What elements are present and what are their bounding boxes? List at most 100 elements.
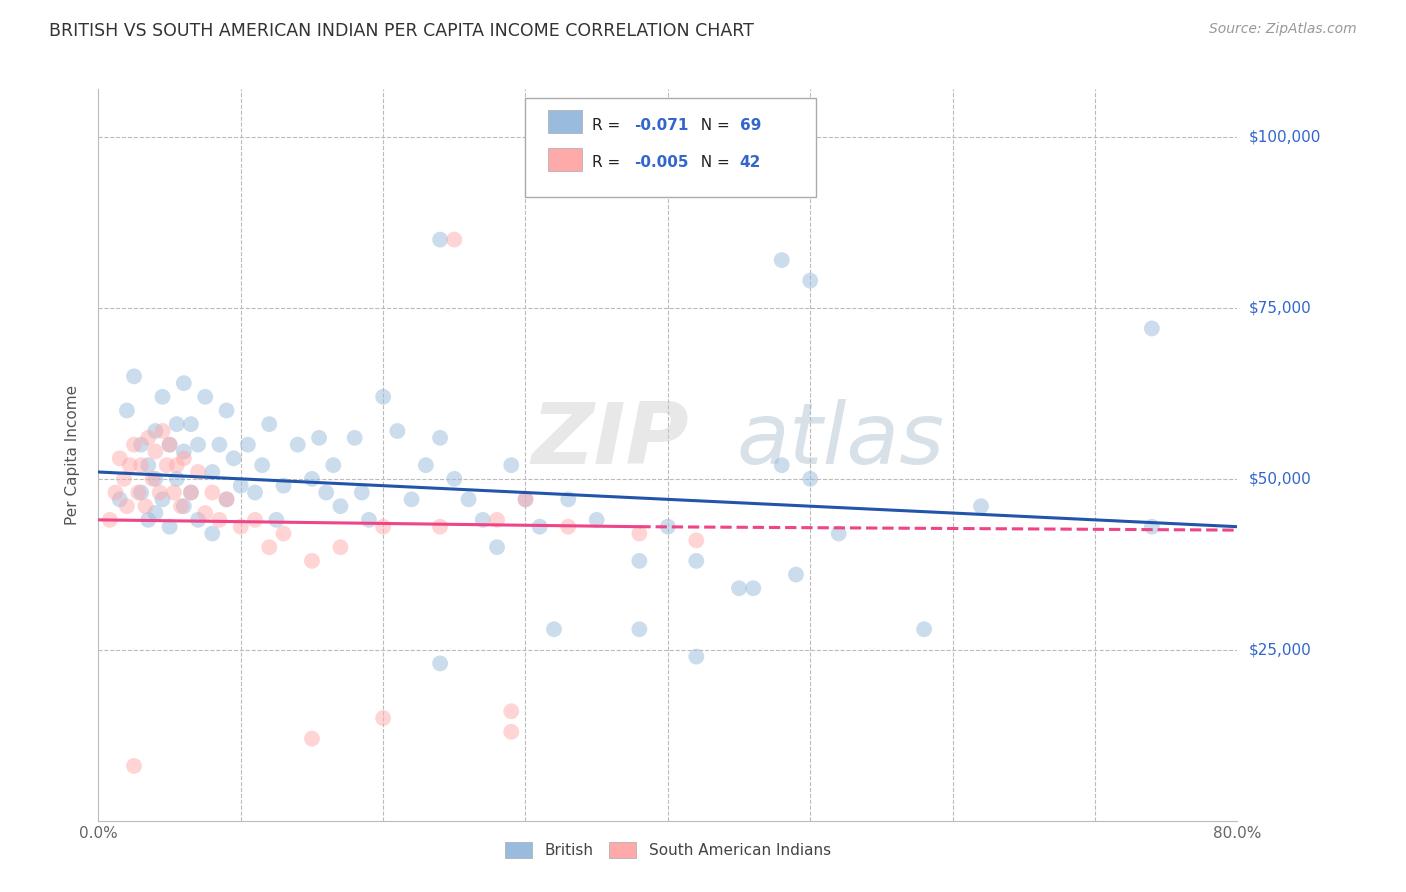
Text: R =: R = bbox=[592, 119, 624, 134]
Point bbox=[180, 417, 202, 432]
Point bbox=[501, 724, 523, 739]
Point bbox=[308, 431, 330, 445]
Text: -0.005: -0.005 bbox=[634, 155, 688, 170]
Point bbox=[201, 485, 224, 500]
Point bbox=[1140, 321, 1163, 335]
Point bbox=[173, 451, 195, 466]
Point bbox=[145, 506, 167, 520]
Point bbox=[98, 513, 121, 527]
Text: $100,000: $100,000 bbox=[1249, 129, 1322, 145]
Point bbox=[329, 540, 352, 554]
Point bbox=[557, 519, 579, 533]
Point bbox=[166, 417, 188, 432]
Point bbox=[129, 458, 152, 472]
Point bbox=[136, 431, 159, 445]
Text: N =: N = bbox=[690, 155, 734, 170]
Point bbox=[152, 424, 174, 438]
Text: atlas: atlas bbox=[737, 399, 945, 482]
Point bbox=[799, 472, 821, 486]
Point bbox=[122, 438, 145, 452]
Point bbox=[685, 533, 707, 548]
Point bbox=[173, 499, 195, 513]
Point bbox=[259, 417, 281, 432]
Point bbox=[156, 458, 179, 472]
Point bbox=[208, 513, 231, 527]
Point bbox=[785, 567, 807, 582]
Point bbox=[273, 526, 295, 541]
Point bbox=[1140, 519, 1163, 533]
Point bbox=[141, 472, 163, 486]
Point bbox=[243, 485, 266, 500]
Point bbox=[108, 451, 131, 466]
Point bbox=[685, 649, 707, 664]
Point bbox=[215, 492, 238, 507]
Point bbox=[145, 444, 167, 458]
Legend: British, South American Indians: British, South American Indians bbox=[499, 836, 837, 864]
Point bbox=[134, 499, 156, 513]
Point bbox=[486, 540, 509, 554]
Point bbox=[194, 506, 217, 520]
Point bbox=[180, 485, 202, 500]
Point bbox=[443, 472, 465, 486]
Point bbox=[127, 485, 149, 500]
Point bbox=[912, 622, 935, 636]
Point bbox=[243, 513, 266, 527]
Point bbox=[166, 472, 188, 486]
Point bbox=[229, 478, 252, 492]
Point bbox=[180, 485, 202, 500]
Point bbox=[486, 513, 509, 527]
Point bbox=[152, 492, 174, 507]
Point bbox=[429, 233, 451, 247]
FancyBboxPatch shape bbox=[548, 148, 582, 171]
Point bbox=[159, 519, 181, 533]
Point bbox=[415, 458, 437, 472]
Point bbox=[343, 431, 366, 445]
Point bbox=[350, 485, 373, 500]
Text: 42: 42 bbox=[740, 155, 761, 170]
Point bbox=[152, 390, 174, 404]
Point bbox=[529, 519, 551, 533]
Point bbox=[259, 540, 281, 554]
Point bbox=[429, 431, 451, 445]
Text: R =: R = bbox=[592, 155, 624, 170]
Point bbox=[799, 274, 821, 288]
Point bbox=[115, 403, 138, 417]
Point bbox=[163, 485, 186, 500]
Point bbox=[104, 485, 127, 500]
Point bbox=[970, 499, 993, 513]
Point bbox=[657, 519, 679, 533]
Point bbox=[387, 424, 409, 438]
Point bbox=[770, 458, 793, 472]
Point bbox=[315, 485, 337, 500]
Point bbox=[173, 376, 195, 391]
Point bbox=[118, 458, 141, 472]
Point bbox=[166, 458, 188, 472]
Point bbox=[222, 451, 245, 466]
FancyBboxPatch shape bbox=[526, 98, 815, 197]
Point bbox=[728, 581, 751, 595]
Point bbox=[159, 438, 181, 452]
Point bbox=[236, 438, 259, 452]
Point bbox=[173, 444, 195, 458]
Y-axis label: Per Capita Income: Per Capita Income bbox=[65, 384, 80, 525]
Point bbox=[108, 492, 131, 507]
Point bbox=[129, 485, 152, 500]
Point bbox=[159, 438, 181, 452]
Point bbox=[170, 499, 193, 513]
Point bbox=[208, 438, 231, 452]
Text: Source: ZipAtlas.com: Source: ZipAtlas.com bbox=[1209, 22, 1357, 37]
Point bbox=[201, 526, 224, 541]
Text: -0.071: -0.071 bbox=[634, 119, 688, 134]
Point bbox=[501, 458, 523, 472]
Point bbox=[115, 499, 138, 513]
Point bbox=[112, 472, 135, 486]
Point bbox=[329, 499, 352, 513]
Point bbox=[557, 492, 579, 507]
Point bbox=[543, 622, 565, 636]
Point bbox=[215, 492, 238, 507]
Point bbox=[515, 492, 537, 507]
Point bbox=[373, 390, 395, 404]
Point bbox=[515, 492, 537, 507]
Point bbox=[429, 657, 451, 671]
Point bbox=[742, 581, 765, 595]
